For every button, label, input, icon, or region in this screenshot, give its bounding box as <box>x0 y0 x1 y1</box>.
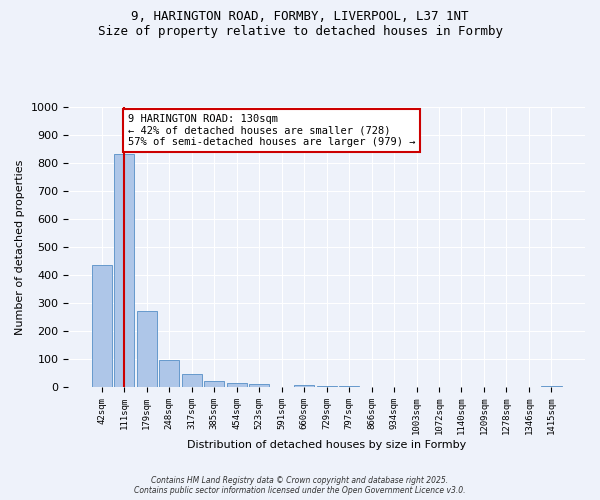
Bar <box>361 386 382 387</box>
Bar <box>182 374 202 387</box>
Y-axis label: Number of detached properties: Number of detached properties <box>15 160 25 334</box>
Text: 9 HARINGTON ROAD: 130sqm
← 42% of detached houses are smaller (728)
57% of semi-: 9 HARINGTON ROAD: 130sqm ← 42% of detach… <box>128 114 415 147</box>
Bar <box>227 382 247 387</box>
Bar <box>294 384 314 387</box>
X-axis label: Distribution of detached houses by size in Formby: Distribution of detached houses by size … <box>187 440 466 450</box>
Bar <box>92 266 112 387</box>
Bar <box>249 384 269 387</box>
Text: Contains HM Land Registry data © Crown copyright and database right 2025.
Contai: Contains HM Land Registry data © Crown c… <box>134 476 466 495</box>
Bar <box>204 380 224 387</box>
Bar <box>114 154 134 387</box>
Bar <box>339 386 359 387</box>
Text: 9, HARINGTON ROAD, FORMBY, LIVERPOOL, L37 1NT
Size of property relative to detac: 9, HARINGTON ROAD, FORMBY, LIVERPOOL, L3… <box>97 10 503 38</box>
Bar <box>317 386 337 387</box>
Bar <box>159 360 179 387</box>
Bar <box>137 312 157 387</box>
Bar <box>541 386 562 387</box>
